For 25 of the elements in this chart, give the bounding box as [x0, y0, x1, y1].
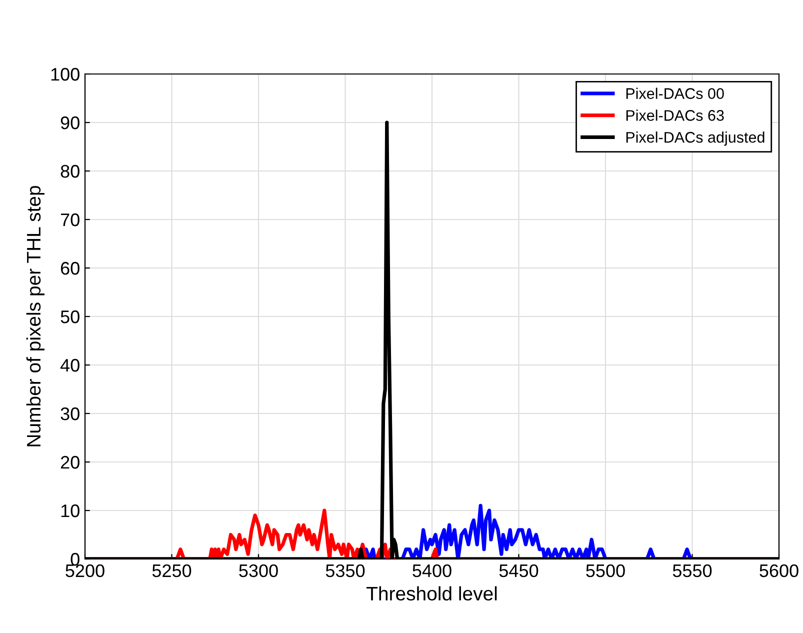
y-axis-title: Number of pixels per THL step	[26, 186, 44, 446]
x-tick-label: 5200	[66, 564, 104, 578]
legend-label: Pixel-DACs 63	[626, 110, 724, 121]
y-tick-label: 50	[60, 310, 80, 324]
x-tick-label: 5250	[152, 564, 192, 578]
x-axis-title: Threshold level	[366, 586, 497, 601]
y-tick-label: 0	[70, 552, 80, 566]
legend-label: Pixel-DACs adjusted	[626, 132, 764, 146]
y-tick-label: 40	[60, 358, 80, 372]
x-tick-label: 5500	[586, 564, 625, 578]
x-tick-label: 5300	[239, 564, 278, 578]
y-tick-label: 10	[61, 504, 80, 518]
x-tick-label: 5550	[672, 564, 712, 578]
x-tick-label: 5350	[326, 564, 365, 578]
y-tick-label: 30	[60, 407, 80, 420]
y-tick-label: 80	[60, 164, 80, 178]
y-tick-label: 20	[60, 456, 80, 469]
x-tick-label: 5600	[760, 564, 798, 578]
y-tick-label: 70	[60, 213, 80, 226]
x-tick-label: 5450	[499, 564, 538, 578]
y-tick-label: 60	[60, 262, 80, 275]
y-tick-label: 100	[51, 68, 80, 81]
y-tick-label: 90	[60, 116, 80, 130]
legend-label: Pixel-DACs 00	[626, 88, 724, 99]
x-tick-label: 5400	[412, 564, 452, 578]
